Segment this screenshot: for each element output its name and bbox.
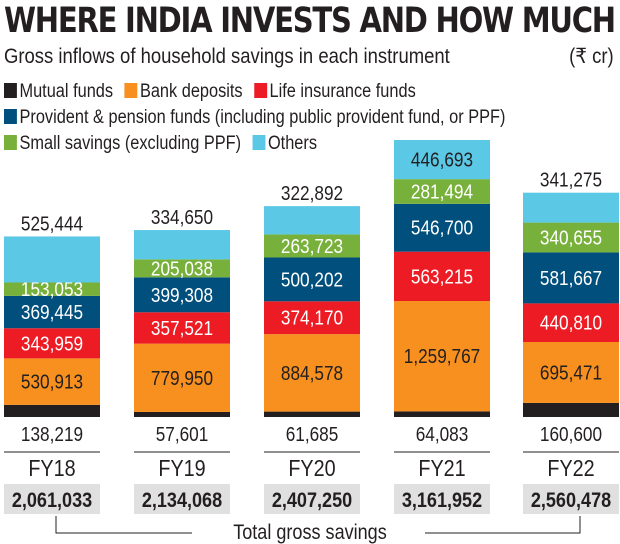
value-label-provident-pension-funds: 581,667 <box>540 267 602 290</box>
x-tick-label: FY19 <box>158 456 205 482</box>
total-box <box>4 484 100 514</box>
bar-segment-others-fy21 <box>394 140 490 180</box>
value-label-bank-deposits: 1,259,767 <box>404 345 480 368</box>
total-label: 2,061,033 <box>12 489 92 513</box>
value-label-small-savings: 263,723 <box>281 235 343 258</box>
total-box <box>523 484 619 514</box>
value-label-provident-pension-funds: 369,445 <box>21 301 83 324</box>
x-tick-label: FY22 <box>547 456 594 482</box>
legend-item-mutual-funds: Mutual funds <box>4 80 113 104</box>
bar-segment-others-fy22 <box>523 192 619 223</box>
bar-segment-small-savings-fy20 <box>264 234 360 258</box>
legend-swatch <box>4 135 17 150</box>
bar-segment-mutual-funds-fy19 <box>134 411 230 417</box>
bar-segment-provident-pension-funds-fy22 <box>523 252 619 304</box>
value-label-provident-pension-funds: 546,700 <box>411 217 473 240</box>
bar-segment-mutual-funds-fy20 <box>264 411 360 417</box>
bar-segment-small-savings-fy18 <box>4 282 100 296</box>
total-box <box>264 484 360 514</box>
total-label: 2,560,478 <box>531 489 611 513</box>
legend-swatch <box>4 109 17 124</box>
total-label: 2,407,250 <box>272 489 352 513</box>
bar-segment-bank-deposits-fy21 <box>394 301 490 412</box>
value-label-life-insurance-funds: 357,521 <box>151 317 213 340</box>
value-label-provident-pension-funds: 500,202 <box>281 268 343 291</box>
bar-segment-small-savings-fy19 <box>134 259 230 278</box>
value-label-small-savings: 281,494 <box>411 180 473 203</box>
bar-segment-small-savings-fy22 <box>523 222 619 253</box>
bar-segment-small-savings-fy21 <box>394 179 490 204</box>
value-label-bank-deposits: 779,950 <box>151 367 213 390</box>
bar-segment-provident-pension-funds-fy18 <box>4 295 100 329</box>
total-box <box>394 484 490 514</box>
legend-item-provident-pension: Provident & pension funds (including pub… <box>4 106 505 130</box>
bar-segment-life-insurance-funds-fy22 <box>523 303 619 343</box>
value-label-life-insurance-funds: 374,170 <box>281 306 343 329</box>
bar-segment-provident-pension-funds-fy21 <box>394 203 490 252</box>
bar-segment-provident-pension-funds-fy19 <box>134 277 230 313</box>
bar-segment-bank-deposits-fy19 <box>134 343 230 412</box>
bar-segment-others-fy19 <box>134 230 230 260</box>
value-label-others: 525,444 <box>21 212 83 235</box>
bar-segment-bank-deposits-fy20 <box>264 334 360 412</box>
value-label-life-insurance-funds: 343,959 <box>21 332 83 355</box>
legend-item-small-savings: Small savings (excluding PPF) <box>4 132 241 156</box>
value-label-small-savings: 205,038 <box>151 257 213 280</box>
bar-segment-others-fy18 <box>4 236 100 283</box>
legend-swatch <box>252 135 266 150</box>
legend-swatch <box>124 83 138 98</box>
total-label: 2,134,068 <box>142 489 222 513</box>
legend-row-2: Provident & pension funds (including pub… <box>4 106 512 130</box>
bar-segment-mutual-funds-fy18 <box>4 404 100 417</box>
bar-segment-bank-deposits-fy18 <box>4 358 100 405</box>
legend-item-bank-deposits: Bank deposits <box>124 80 243 104</box>
value-label-mutual-funds: 64,083 <box>416 423 469 446</box>
value-label-bank-deposits: 884,578 <box>281 362 343 385</box>
totals-bracket <box>55 516 581 534</box>
value-label-life-insurance-funds: 563,215 <box>411 265 473 288</box>
value-label-others: 341,275 <box>540 168 602 191</box>
bar-segment-provident-pension-funds-fy20 <box>264 257 360 302</box>
unit-label: (₹ cr) <box>569 45 614 68</box>
bar-segment-life-insurance-funds-fy20 <box>264 301 360 335</box>
bar-segment-life-insurance-funds-fy19 <box>134 312 230 344</box>
value-label-small-savings: 340,655 <box>540 226 602 249</box>
totals-caption: Total gross savings <box>233 521 387 544</box>
bar-segment-life-insurance-funds-fy18 <box>4 328 100 359</box>
legend-item-life-insurance: Life insurance funds <box>254 80 416 104</box>
value-label-small-savings: 153,053 <box>21 278 83 301</box>
bar-segment-others-fy20 <box>264 206 360 235</box>
value-label-provident-pension-funds: 399,308 <box>151 284 213 307</box>
chart-subtitle: Gross inflows of household savings in ea… <box>4 45 450 68</box>
legend-row-3: Small savings (excluding PPF) Others <box>4 132 324 156</box>
total-label: 3,161,952 <box>402 489 482 513</box>
x-tick-label: FY18 <box>28 456 75 482</box>
value-label-life-insurance-funds: 440,810 <box>540 311 602 334</box>
bar-segment-mutual-funds-fy21 <box>394 411 490 417</box>
legend-swatch <box>254 83 267 98</box>
legend-item-others: Others <box>252 132 317 156</box>
chart-title: WHERE INDIA INVESTS AND HOW MUCH <box>4 1 616 41</box>
value-label-bank-deposits: 695,471 <box>540 361 602 384</box>
legend-row-1: Mutual funds Bank deposits Life insuranc… <box>4 80 423 104</box>
x-tick-label: FY20 <box>288 456 335 482</box>
value-label-mutual-funds: 57,601 <box>156 423 209 446</box>
value-label-others: 322,892 <box>281 182 343 205</box>
x-tick-label: FY21 <box>418 456 465 482</box>
total-box <box>134 484 230 514</box>
bar-segment-life-insurance-funds-fy21 <box>394 251 490 302</box>
value-label-mutual-funds: 61,685 <box>286 423 339 446</box>
bar-segment-bank-deposits-fy22 <box>523 342 619 403</box>
value-label-mutual-funds: 138,219 <box>21 423 83 446</box>
value-label-others: 446,693 <box>411 148 473 171</box>
bar-segment-mutual-funds-fy22 <box>523 402 619 417</box>
value-label-others: 334,650 <box>151 206 213 229</box>
value-label-bank-deposits: 530,913 <box>21 370 83 393</box>
legend-swatch <box>4 83 17 98</box>
value-label-mutual-funds: 160,600 <box>540 423 602 446</box>
